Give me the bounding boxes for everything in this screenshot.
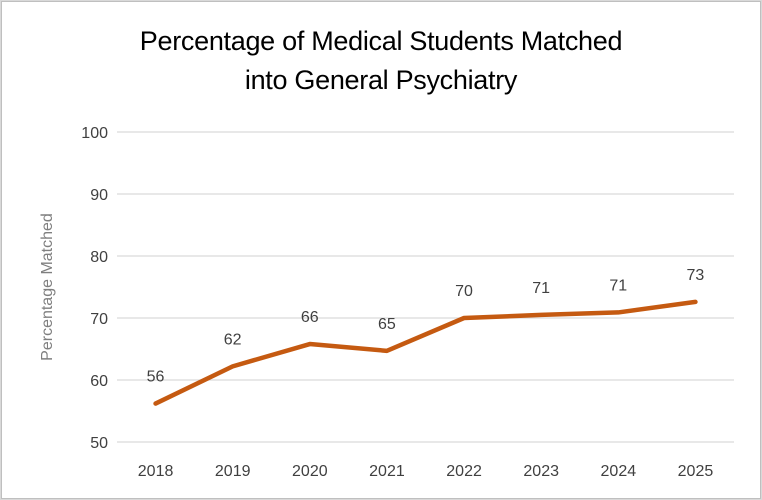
data-label-2023: 71 (532, 280, 550, 297)
gridlines (117, 131, 734, 443)
y-axis-label: Percentage Matched (39, 213, 56, 361)
series-line (153, 299, 698, 406)
data-label-2020: 66 (301, 309, 319, 326)
y-axis-ticks: 50 60 70 80 90 100 (81, 125, 108, 452)
chart-title: Percentage of Medical Students Matched i… (0, 22, 762, 100)
data-label-2018: 56 (147, 369, 165, 386)
y-tick-label: 90 (90, 187, 108, 204)
x-tick-label: 2025 (678, 463, 714, 480)
y-tick-label: 70 (90, 311, 108, 328)
y-tick-label: 100 (81, 125, 108, 142)
x-tick-label: 2023 (523, 463, 559, 480)
x-tick-label: 2019 (215, 463, 251, 480)
data-labels: 56 62 66 65 70 71 71 73 (147, 267, 705, 386)
data-label-2019: 62 (224, 331, 242, 348)
x-axis-ticks: 2018 2019 2020 2021 2022 2023 2024 2025 (138, 463, 714, 480)
chart-title-line-2: into General Psychiatry (244, 65, 518, 95)
y-tick-label: 80 (90, 249, 108, 266)
x-tick-label: 2022 (446, 463, 482, 480)
x-tick-label: 2021 (369, 463, 405, 480)
y-tick-label: 60 (90, 373, 108, 390)
data-label-2025: 73 (687, 267, 705, 284)
x-tick-label: 2024 (601, 463, 637, 480)
data-label-2021: 65 (378, 316, 396, 333)
data-label-2024: 71 (609, 277, 627, 294)
series-group (153, 299, 698, 406)
x-tick-label: 2018 (138, 463, 174, 480)
data-label-2022: 70 (455, 283, 473, 300)
y-tick-label: 50 (90, 435, 108, 452)
chart-title-line-1: Percentage of Medical Students Matched (139, 26, 623, 56)
x-tick-label: 2020 (292, 463, 328, 480)
